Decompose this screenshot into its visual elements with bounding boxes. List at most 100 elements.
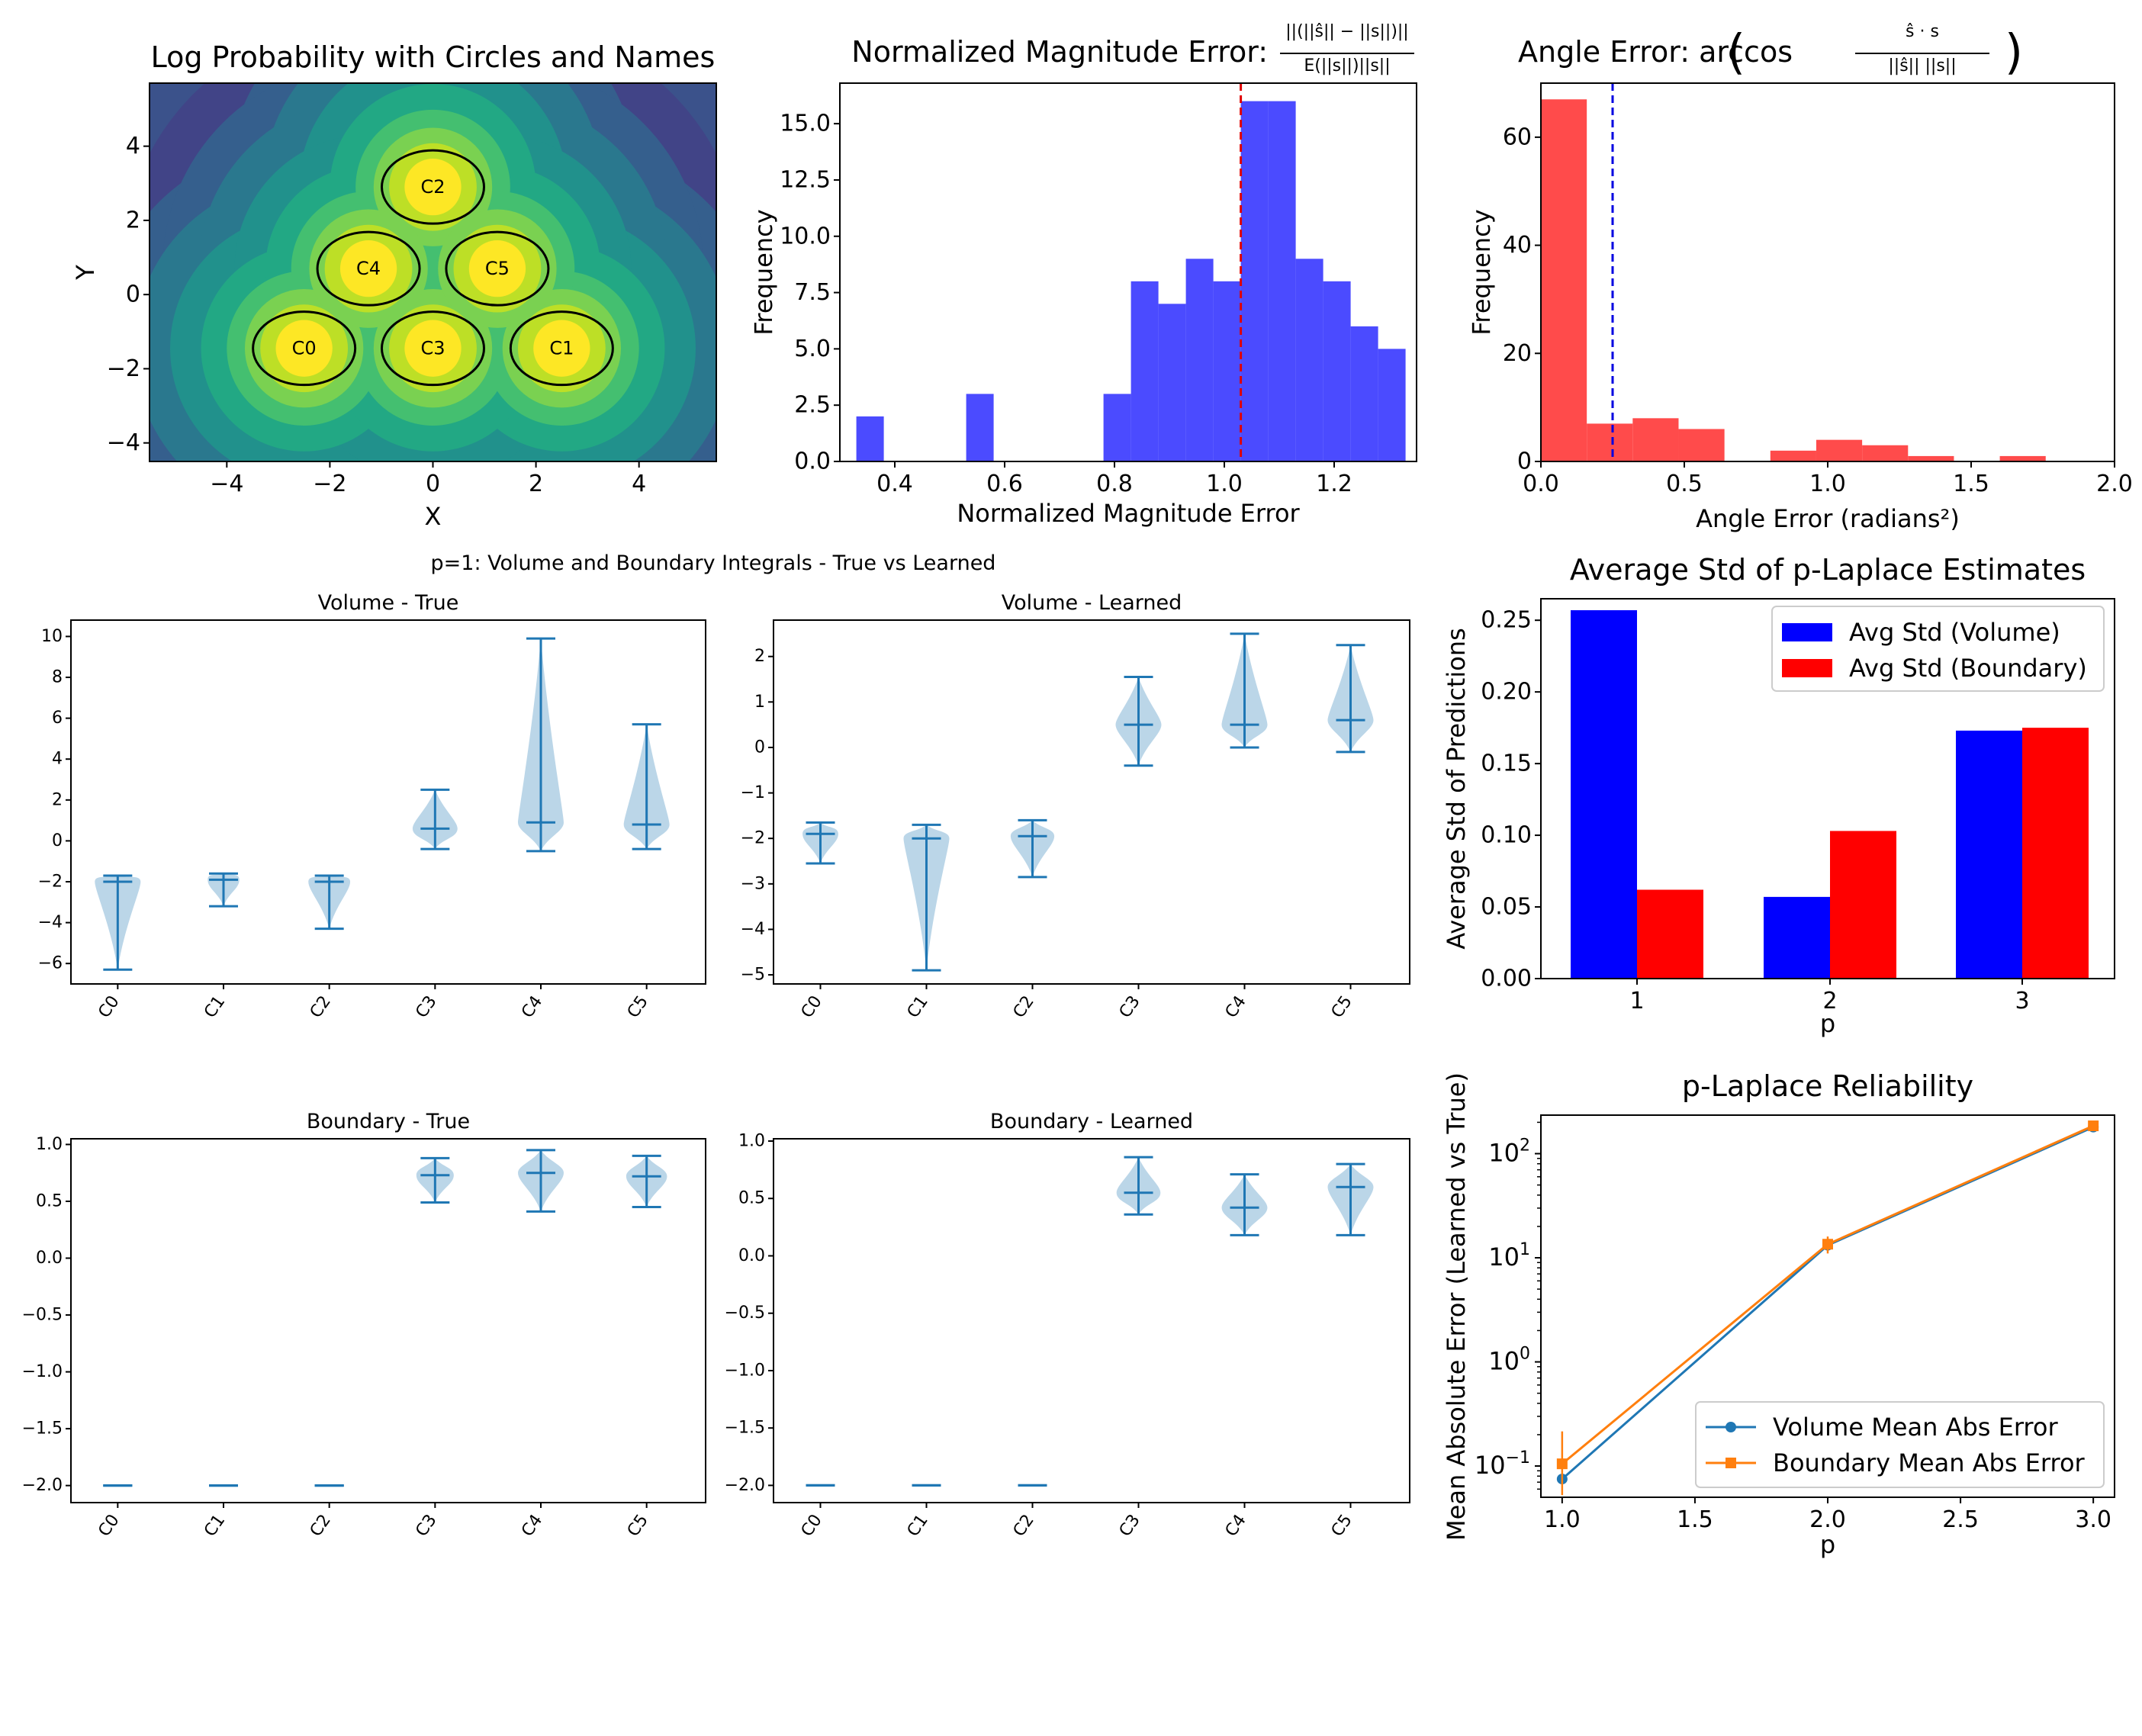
reliability-legend-label: Boundary Mean Abs Error [1773,1448,2086,1477]
circle-c5 [445,230,550,307]
maghist-bar [1295,259,1323,461]
violin-ytick: 1 [754,693,765,712]
heatmap-band-8-1 [533,320,590,377]
maghist-bar [1378,349,1406,461]
heatmap-ytick: 4 [126,133,140,159]
maghist-xtick: 1.2 [1316,471,1352,497]
violin-xtick: C3 [412,992,440,1021]
reliability-xtick: 2.5 [1942,1506,1979,1533]
violin-xtick: C2 [1010,992,1038,1021]
avgstd-legend [1771,606,2105,692]
reliability-ylabel: Mean Absolute Error (Learned vs True) [1442,1072,1471,1541]
avgstd-bar [1764,896,1830,979]
violin-xtick: C5 [624,1511,652,1540]
reliability-ytick: 10−1 [1475,1448,1530,1480]
violin-ytick: −5 [741,966,765,985]
anglehist-ytick: 40 [1503,232,1532,259]
circle-c1 [509,310,614,387]
avgstd-bar [1830,831,1896,979]
anglehist-xlabel: Angle Error (radians²) [1696,504,1960,533]
violin-xtick: C4 [1222,992,1250,1021]
heatmap-ytick: 2 [126,207,140,233]
heatmap-band-8-5 [468,240,526,297]
heatmap-ytick: −4 [107,429,140,456]
heatmap-band-8-4 [339,240,397,297]
avgstd-bar [1956,730,2022,979]
violin-panel-title: Boundary - Learned [990,1110,1193,1133]
avgstd-bar [2022,728,2089,979]
anglehist-bar [1632,418,1679,461]
avgstd-ytick: 0.25 [1481,607,1532,634]
violin-xtick: C4 [1222,1511,1250,1540]
avgstd-xtick: 2 [1822,988,1837,1014]
reliability-title: p-Laplace Reliability [1682,1069,1973,1103]
violin-ytick: 4 [52,750,63,769]
reliability-ytick: 102 [1488,1136,1530,1168]
violin-ytick: 10 [41,627,63,646]
violin-ytick: −2.0 [22,1476,63,1495]
avgstd-ytick: 0.00 [1481,966,1532,992]
avgstd-ytick: 0.10 [1481,822,1532,849]
reliability-marker [1822,1239,1833,1250]
anglehist-bar [1587,423,1633,461]
maghist-bar [1323,281,1351,461]
violin-xtick: C4 [518,992,546,1021]
violin-ytick: 0.0 [738,1246,765,1265]
maghist-bar [1240,101,1269,461]
anglehist-xtick: 2.0 [2096,471,2133,497]
reliability-xtick: 1.0 [1544,1506,1581,1533]
reliability-xtick: 3.0 [2075,1506,2111,1533]
maghist-frame [839,82,1417,462]
circle-c3 [381,310,485,387]
heatmap-xlabel: X [425,502,442,531]
violin-xtick: C2 [307,1511,335,1540]
maghist-ytick: 5.0 [794,336,831,362]
avgstd-frame [1540,598,2115,979]
avgstd-legend-label: Avg Std (Volume) [1849,618,2060,647]
maghist-ylabel: Frequency [749,209,778,335]
maghist-xtick: 0.4 [876,471,913,497]
reliability-marker [1556,1458,1568,1470]
reliability-legend-marker [1726,1458,1736,1468]
reliability-legend-label: Volume Mean Abs Error [1773,1413,2058,1442]
violin-ytick: 6 [52,709,63,728]
violin-ytick: 1.0 [738,1132,765,1151]
violin-xtick: C5 [1328,1511,1356,1540]
violin-xtick: C1 [201,1511,229,1540]
maghist-xtick: 0.8 [1096,471,1133,497]
anglehist-bar [1541,99,1587,461]
violin-ytick: −6 [38,954,63,973]
violin-ytick: 0 [754,738,765,757]
maghist-xtick: 0.6 [986,471,1023,497]
anglehist-ytick: 0 [1517,448,1532,475]
violin-xtick: C0 [95,992,123,1021]
violin-xtick: C3 [1116,992,1144,1021]
anglehist-formula-num: ŝ · s [1906,22,1939,41]
violin-xtick: C3 [412,1511,440,1540]
violin-ytick: −1.5 [725,1419,765,1438]
avgstd-ylabel: Average Std of Predictions [1442,628,1471,950]
heatmap-band-8-2 [404,159,462,216]
anglehist-bar [1908,455,1954,461]
violin-panel-title: Volume - Learned [1002,591,1182,615]
anglehist-title: Angle Error: arccos [1518,35,1793,69]
maghist-title: Normalized Magnitude Error: [851,35,1268,69]
maghist-bar [1103,394,1131,461]
violin-xtick: C4 [518,1511,546,1540]
violin-ytick: −4 [741,920,765,939]
violin-ytick: 0.0 [36,1249,63,1268]
anglehist-ytick: 60 [1503,124,1532,150]
anglehist-paren-close: ) [2005,24,2023,80]
reliability-ytick: 101 [1488,1240,1530,1271]
violin-xtick: C1 [904,992,932,1021]
reliability-ytick: 100 [1488,1345,1530,1376]
avgstd-xtick: 3 [2015,988,2029,1014]
reliability-legend [1695,1401,2105,1488]
maghist-ytick: 12.5 [780,166,831,193]
maghist-bar [1268,101,1296,461]
maghist-ytick: 10.0 [780,223,831,249]
maghist-xtick: 1.0 [1206,471,1243,497]
anglehist-xtick: 1.0 [1809,471,1846,497]
heatmap-band-8-3 [404,320,462,377]
